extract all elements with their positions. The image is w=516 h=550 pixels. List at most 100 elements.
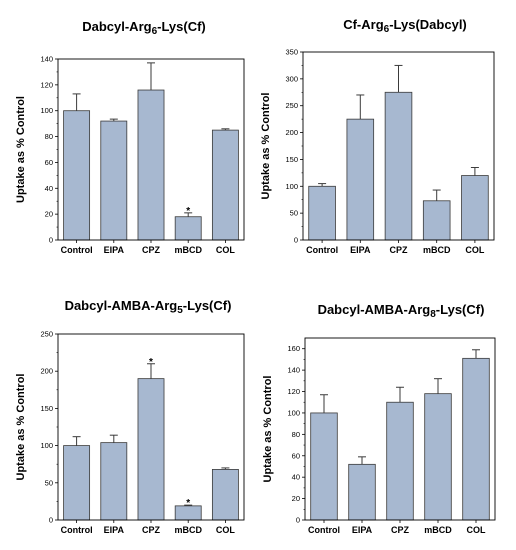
bar-control <box>63 445 91 521</box>
y-tick-label: 0 <box>294 236 298 245</box>
y-tick-label: 0 <box>49 516 53 525</box>
y-tick-label: 80 <box>45 132 53 141</box>
chart-title: Cf-Arg6-Lys(Dabcyl) <box>343 17 467 35</box>
y-tick-label: 50 <box>290 209 298 218</box>
chart-1: Dabcyl-Arg6-Lys(Cf) Uptake as % Control 0 2… <box>15 19 245 255</box>
bar-mbcd <box>174 216 202 241</box>
bar-control <box>310 412 338 521</box>
y-tick-label: 250 <box>285 101 298 110</box>
chart-title-subscript: 6 <box>152 26 158 37</box>
y-tick-label: 200 <box>40 367 53 376</box>
y-tick-label: 40 <box>45 184 53 193</box>
x-tick-label: EIPA <box>104 245 125 255</box>
bar-cpz <box>137 89 165 241</box>
x-tick-label: mBCD <box>174 245 202 255</box>
chart-title: Dabcyl-AMBA-Arg5-Lys(Cf) <box>65 298 232 316</box>
y-tick-label: 0 <box>296 516 300 525</box>
significance-marker: * <box>186 498 190 509</box>
y-axis-label: Uptake as % Control <box>15 96 27 203</box>
y-tick-label: 50 <box>45 478 53 487</box>
x-tick-label: COL <box>216 525 236 535</box>
y-tick-label: 100 <box>40 106 53 115</box>
y-tick-label: 100 <box>40 441 53 450</box>
y-tick-label: 40 <box>292 473 300 482</box>
x-tick-label: CPZ <box>390 245 409 255</box>
x-tick-label: COL <box>467 525 487 535</box>
bar-cpz <box>384 91 413 241</box>
y-tick-label: 140 <box>40 55 53 64</box>
bar-cpz <box>137 378 165 521</box>
chart-title-subscript: 8 <box>430 309 436 320</box>
bar-col <box>462 357 490 521</box>
x-tick-label: mBCD <box>424 525 452 535</box>
bar-mbcd <box>422 200 451 241</box>
y-tick-label: 100 <box>285 182 298 191</box>
x-tick-label: EIPA <box>352 525 373 535</box>
chart-2: Cf-Arg6-Lys(Dabcyl) Uptake as % Control 0 5… <box>260 17 495 255</box>
bar-cpz <box>386 401 414 521</box>
bar-col <box>211 469 239 521</box>
y-tick-label: 80 <box>292 430 300 439</box>
chart-title-prefix: Dabcyl-AMBA-Arg <box>65 298 178 313</box>
bar-eipa <box>346 118 375 241</box>
bar-mbcd <box>424 393 452 521</box>
chart-title-subscript: 5 <box>177 305 183 316</box>
plot-frame <box>57 58 245 241</box>
chart-3: Dabcyl-AMBA-Arg5-Lys(Cf) Uptake as % Cont… <box>15 298 245 535</box>
y-axis-label: Uptake as % Control <box>262 376 274 483</box>
y-axis-label: Uptake as % Control <box>260 93 272 200</box>
x-tick-label: Control <box>308 525 340 535</box>
y-tick-label: 100 <box>287 408 300 417</box>
y-tick-label: 120 <box>287 387 300 396</box>
plot-frame <box>57 333 245 521</box>
x-tick-label: Control <box>61 245 93 255</box>
x-tick-label: Control <box>61 525 93 535</box>
plot-frame <box>302 51 495 241</box>
y-axis-label: Uptake as % Control <box>15 374 27 481</box>
x-tick-label: COL <box>465 245 485 255</box>
x-tick-label: EIPA <box>350 245 371 255</box>
chart-title-prefix: Dabcyl-Arg <box>82 19 151 34</box>
x-tick-label: CPZ <box>391 525 410 535</box>
y-tick-label: 350 <box>285 48 298 57</box>
y-tick-label: 200 <box>285 128 298 137</box>
y-tick-label: 120 <box>40 80 53 89</box>
y-tick-label: 140 <box>287 366 300 375</box>
x-tick-label: EIPA <box>104 525 125 535</box>
y-tick-label: 150 <box>40 404 53 413</box>
bar-col <box>461 175 489 241</box>
y-tick-label: 250 <box>40 330 53 339</box>
y-tick-label: 20 <box>45 210 53 219</box>
y-tick-label: 20 <box>292 494 300 503</box>
x-tick-label: CPZ <box>142 525 161 535</box>
y-tick-label: 150 <box>285 155 298 164</box>
chart-title-prefix: Dabcyl-AMBA-Arg <box>318 302 431 317</box>
x-tick-label: mBCD <box>423 245 451 255</box>
bar-eipa <box>348 463 376 521</box>
x-tick-label: Control <box>306 245 338 255</box>
significance-marker: * <box>149 357 153 368</box>
chart-title-suffix: -Lys(Cf) <box>157 19 206 34</box>
plot-frame <box>304 337 496 521</box>
bar-control <box>308 185 336 241</box>
chart-title-subscript: 6 <box>384 24 390 35</box>
bar-eipa <box>100 120 128 241</box>
y-tick-label: 0 <box>49 236 53 245</box>
chart-4: Dabcyl-AMBA-Arg8-Lys(Cf) Uptake as % Cont… <box>262 302 496 535</box>
y-tick-label: 60 <box>45 158 53 167</box>
chart-title-suffix: -Lys(Dabcyl) <box>389 17 467 32</box>
y-tick-label: 60 <box>292 451 300 460</box>
bar-control <box>63 110 91 241</box>
bar-col <box>211 129 239 241</box>
y-tick-label: 160 <box>287 344 300 353</box>
x-tick-label: CPZ <box>142 245 161 255</box>
x-tick-label: COL <box>216 245 236 255</box>
y-tick-label: 300 <box>285 74 298 83</box>
significance-marker: * <box>186 206 190 217</box>
chart-title-suffix: -Lys(Cf) <box>183 298 232 313</box>
bar-eipa <box>100 442 128 521</box>
chart-title: Dabcyl-AMBA-Arg8-Lys(Cf) <box>318 302 485 320</box>
chart-title-prefix: Cf-Arg <box>343 17 383 32</box>
chart-title-suffix: -Lys(Cf) <box>436 302 485 317</box>
